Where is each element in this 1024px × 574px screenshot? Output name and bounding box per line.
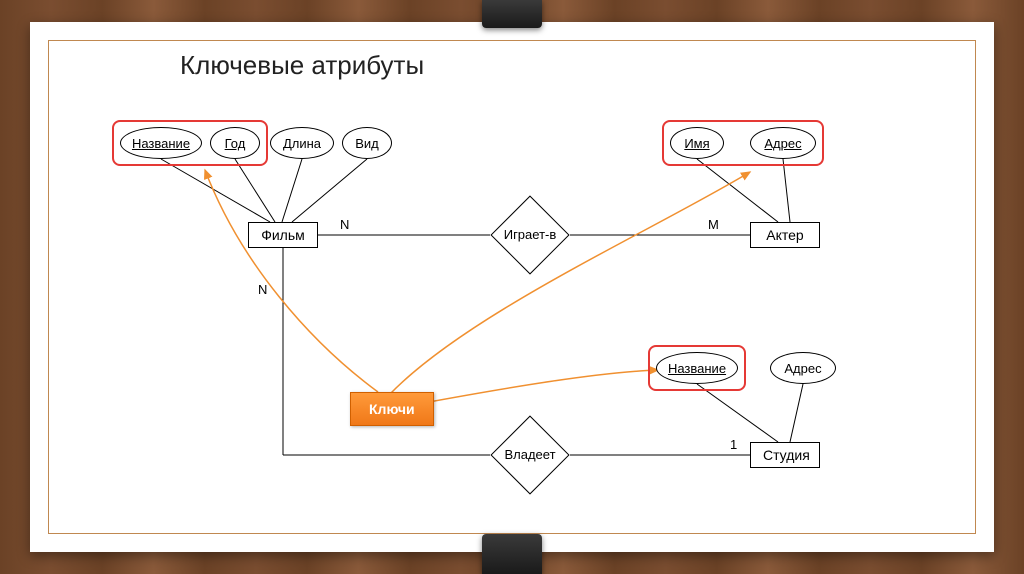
entity-studio: Студия <box>750 442 820 468</box>
relation-label-owns: Владеет <box>490 447 570 462</box>
clip-bottom <box>482 534 542 574</box>
attribute-studio_name: Название <box>656 352 738 384</box>
cardinality-label: 1 <box>730 437 737 452</box>
attribute-film_len: Длина <box>270 127 334 159</box>
keys-box: Ключи <box>350 392 434 426</box>
slide: Ключевые атрибуты НазваниеГодДлинаВидИмя… <box>30 22 994 552</box>
attribute-film_name: Название <box>120 127 202 159</box>
entity-actor: Актер <box>750 222 820 248</box>
cardinality-label: N <box>258 282 267 297</box>
clip-top <box>482 0 542 28</box>
relation-label-plays_in: Играет-в <box>490 227 570 242</box>
attribute-actor_name: Имя <box>670 127 724 159</box>
cardinality-label: M <box>708 217 719 232</box>
cardinality-label: N <box>340 217 349 232</box>
attribute-film_kind: Вид <box>342 127 392 159</box>
attribute-film_year: Год <box>210 127 260 159</box>
attribute-actor_addr: Адрес <box>750 127 816 159</box>
diagram-canvas: НазваниеГодДлинаВидИмяАдресНазваниеАдрес… <box>30 22 994 552</box>
entity-film: Фильм <box>248 222 318 248</box>
attribute-studio_addr: Адрес <box>770 352 836 384</box>
